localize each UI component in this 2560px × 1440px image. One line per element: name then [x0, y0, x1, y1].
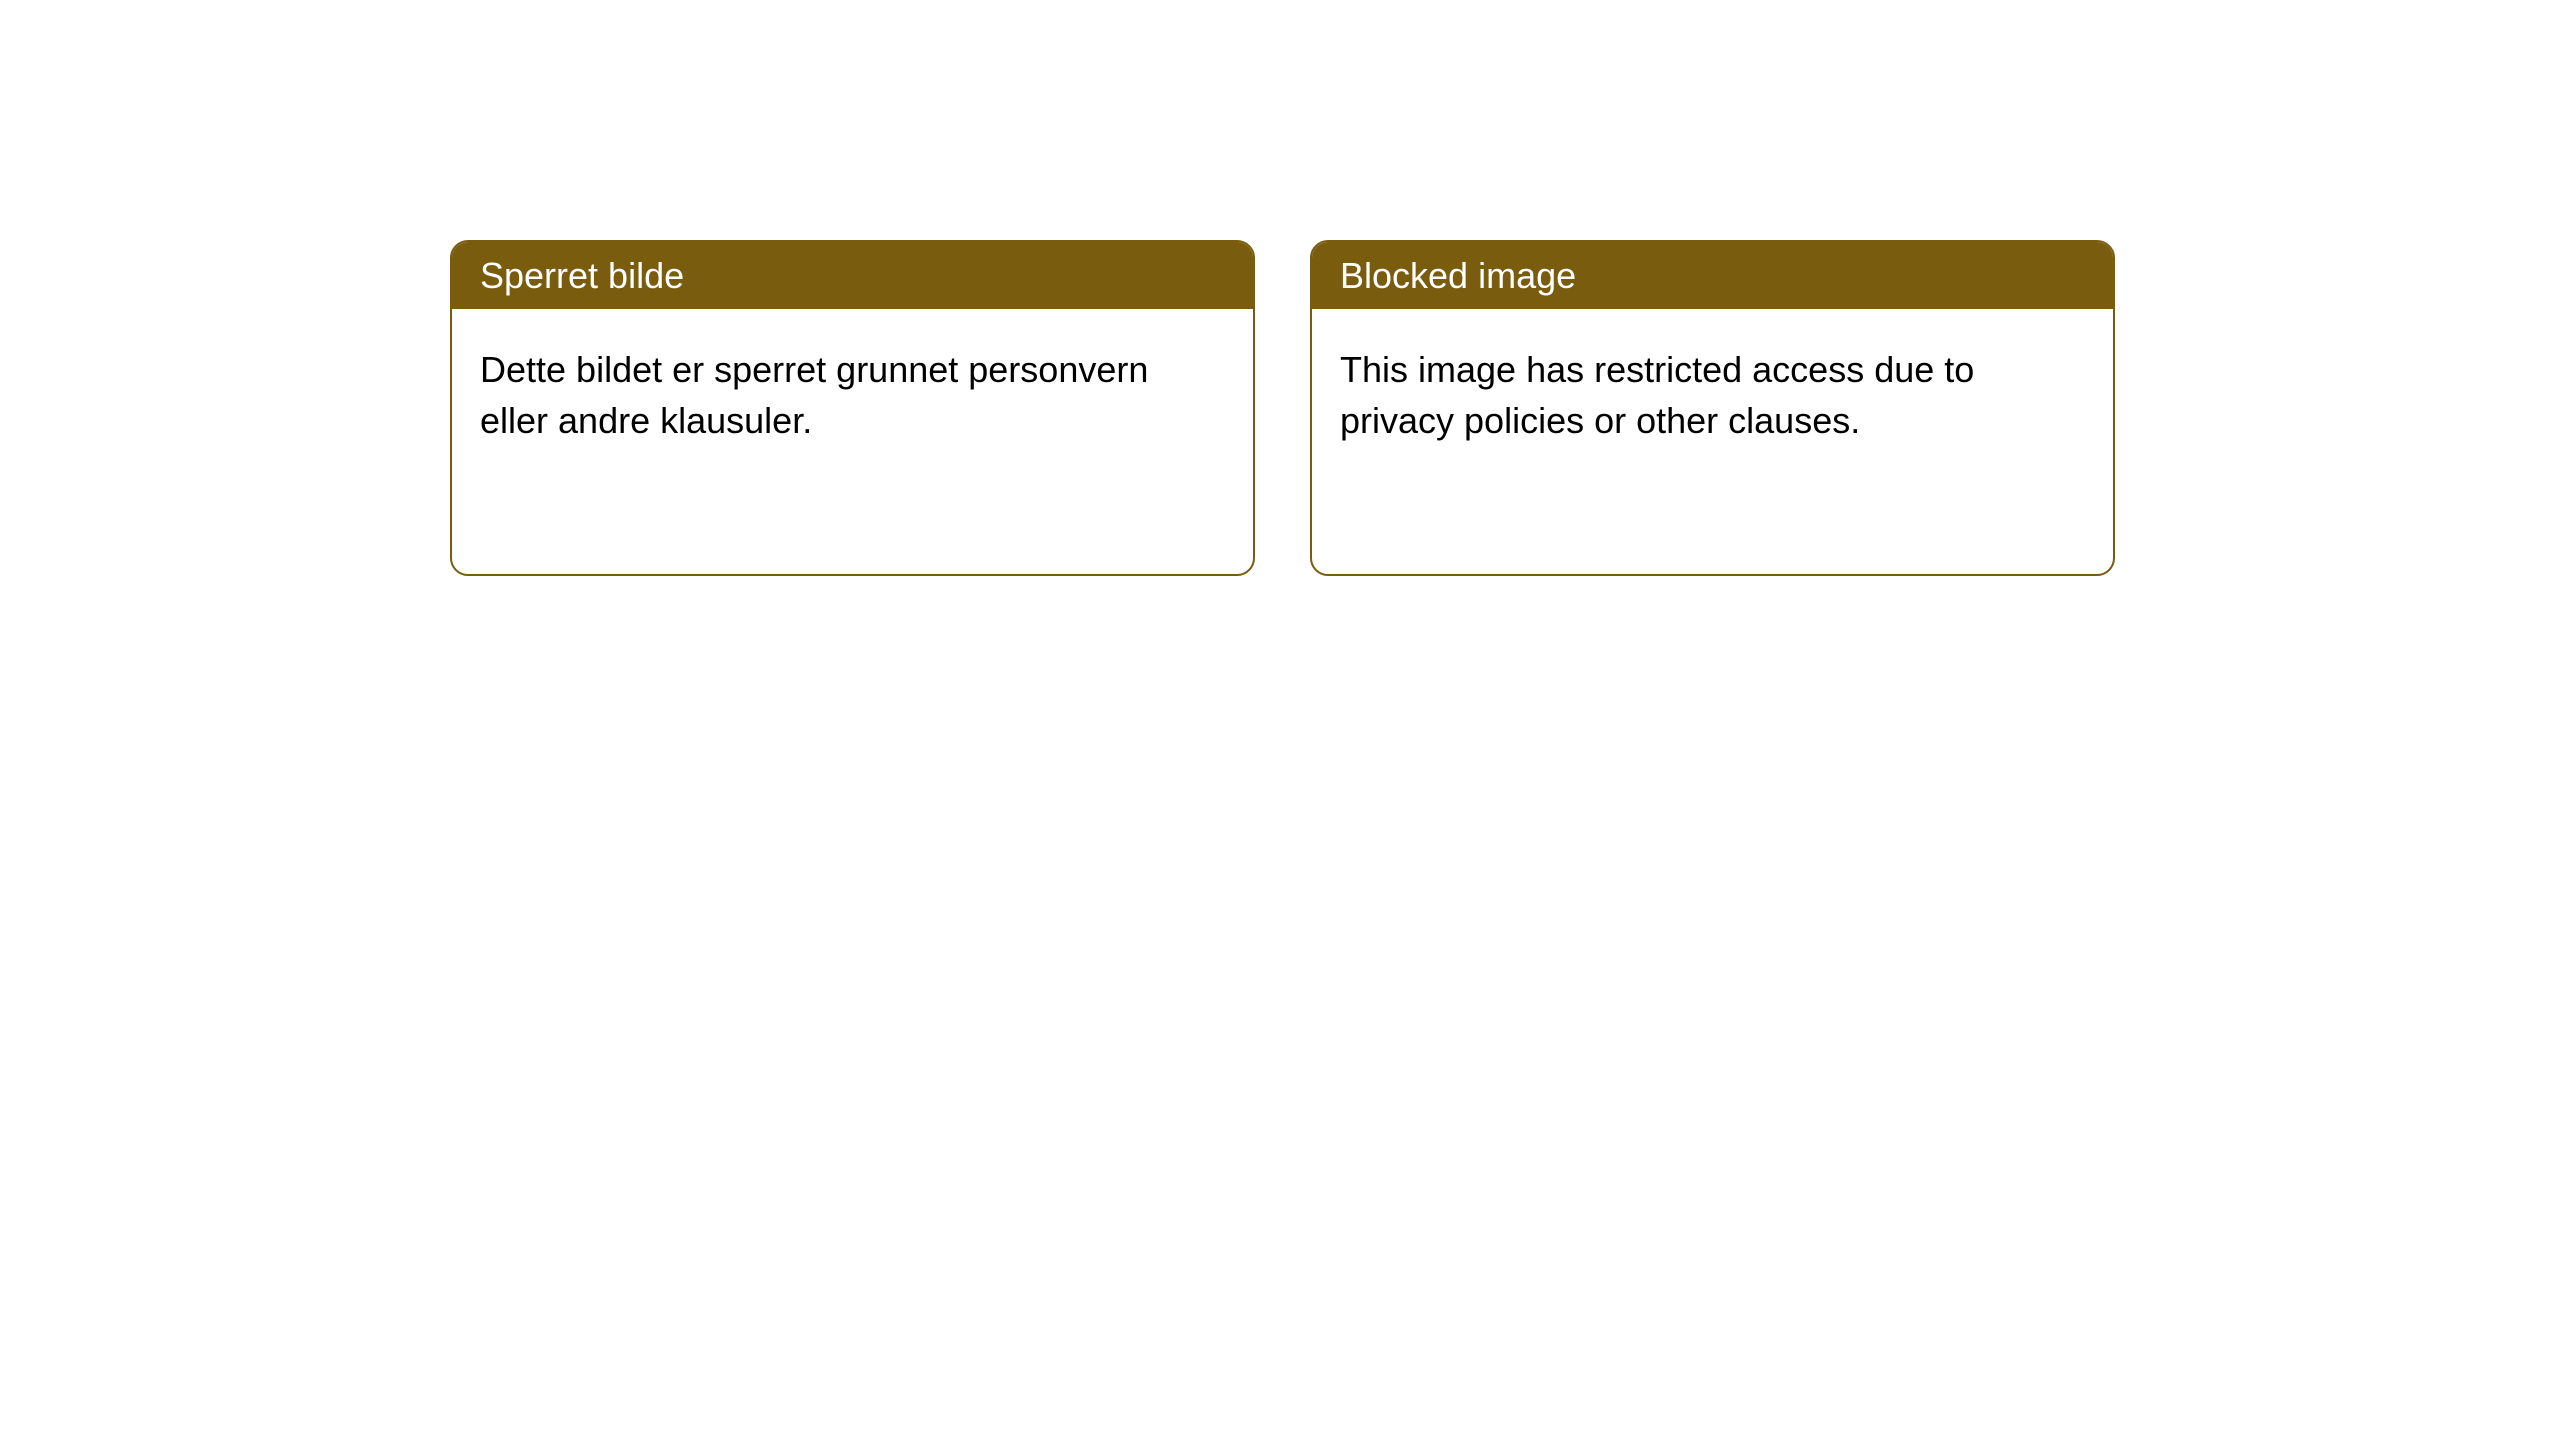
- cards-container: Sperret bilde Dette bildet er sperret gr…: [0, 0, 2560, 576]
- card-header-norwegian: Sperret bilde: [452, 242, 1253, 309]
- notice-card-norwegian: Sperret bilde Dette bildet er sperret gr…: [450, 240, 1255, 576]
- notice-card-english: Blocked image This image has restricted …: [1310, 240, 2115, 576]
- card-header-english: Blocked image: [1312, 242, 2113, 309]
- card-body-english: This image has restricted access due to …: [1312, 309, 2113, 482]
- card-body-norwegian: Dette bildet er sperret grunnet personve…: [452, 309, 1253, 482]
